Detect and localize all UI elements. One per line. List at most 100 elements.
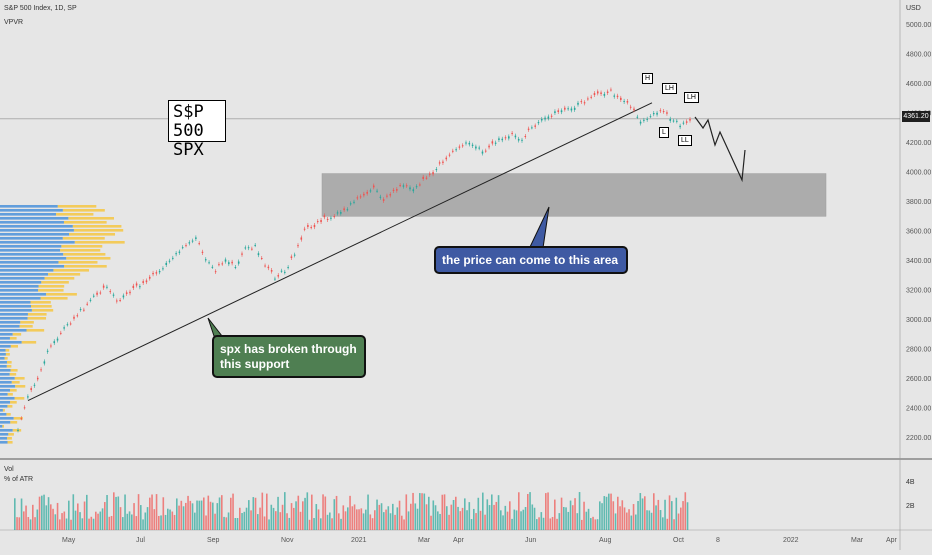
volume-profile-bar [0,265,64,268]
candle-body [132,286,134,288]
point-label-h[interactable]: H [642,73,653,84]
ticker-line-2: SPX [173,141,221,160]
point-label-lh-1[interactable]: LH [662,83,677,94]
candle-body [258,253,260,255]
candle-body [231,262,233,263]
volume-bar [680,508,682,530]
candle-body [277,275,279,276]
volume-bar [34,517,36,530]
candle-body [403,185,405,186]
volume-bar [525,507,527,530]
support-callout[interactable]: spx has broken through this support [212,335,366,378]
volume-bar [658,500,660,530]
volume-bar [392,504,394,530]
candle-body [465,142,467,143]
candle-body [30,388,32,390]
y-tick-label: 2400.00 [906,405,931,412]
volume-bar [50,504,52,530]
volume-bar [352,506,354,530]
volume-bar [190,501,192,530]
volume-bar [192,503,194,530]
volume-bar [309,520,311,530]
volume-bar [325,497,327,530]
volume-profile-bar [60,249,100,252]
volume-bar [19,517,21,530]
symbol-title[interactable]: S&P 500 Index, 1D, SP [4,5,77,12]
volume-bar [149,498,151,530]
volume-profile-bar [0,285,39,288]
volume-bar [136,516,138,530]
candle-body [439,162,441,163]
volume-bar [687,502,689,530]
volume-bar [219,497,221,530]
volume-bar [667,519,669,530]
y-tick-label: 4200.00 [906,140,931,147]
volume-bar [601,503,603,530]
volume-profile-bar [0,293,46,296]
ticker-label-box[interactable]: S$P 500 SPX [168,100,226,142]
volume-bar [14,498,16,530]
volume-profile-bar [0,341,22,344]
candle-body [472,145,474,146]
volume-bar [172,512,174,530]
volume-bar [374,510,376,530]
candle-body [660,110,662,111]
y-tick-label: 4000.00 [906,170,931,177]
volume-profile-bar [63,209,105,212]
candle-body [169,261,171,262]
volume-profile-bar [64,221,107,224]
volume-bar [597,519,599,530]
volume-profile-bar [28,313,47,316]
candle-body [531,127,533,128]
volume-bar [336,496,338,530]
x-tick-label: May [62,537,76,544]
candle-body [679,126,681,127]
candle-body [475,147,477,149]
point-label-l[interactable]: L [659,127,669,138]
volume-bar [617,497,619,530]
volume-bar [615,513,617,530]
point-label-ll[interactable]: LL [678,135,692,146]
candle-body [643,120,645,121]
volume-bar [138,494,140,530]
volume-subtitle: % of ATR [4,476,33,483]
volume-bar [610,494,612,530]
volume-bar [228,512,230,530]
volume-bar [95,512,97,530]
volume-bar [176,498,178,530]
candle-body [518,139,520,141]
candle-body [538,122,540,123]
volume-profile-bar [0,409,3,412]
volume-bar [178,506,180,530]
volume-bar [435,505,437,530]
volume-profile-bar [0,277,45,280]
volume-bar [471,519,473,530]
candle-body [142,281,144,283]
volume-bar [408,511,410,530]
candle-body [113,295,115,296]
candle-body [399,185,401,186]
volume-bar [626,513,628,530]
area-callout[interactable]: the price can come to this area [434,246,628,274]
volume-bar [536,519,538,530]
candle-body [673,121,675,122]
point-label-lh-2[interactable]: LH [684,92,699,103]
volume-bar [500,510,502,530]
volume-bar [262,493,264,530]
indicator-label[interactable]: VPVR [4,19,23,26]
volume-bar [30,519,32,530]
volume-profile-bar [7,361,12,364]
volume-profile-bar [6,353,10,356]
candle-body [44,361,46,363]
volume-bar [253,497,255,530]
candle-body [360,196,362,197]
volume-bar [100,512,102,530]
volume-profile-bar [6,349,10,352]
volume-profile-bar [0,389,10,392]
volume-bar [347,507,349,530]
candle-body [53,341,55,343]
candle-body [370,190,372,191]
volume-profile-bar [73,225,122,228]
volume-bar [214,514,216,530]
